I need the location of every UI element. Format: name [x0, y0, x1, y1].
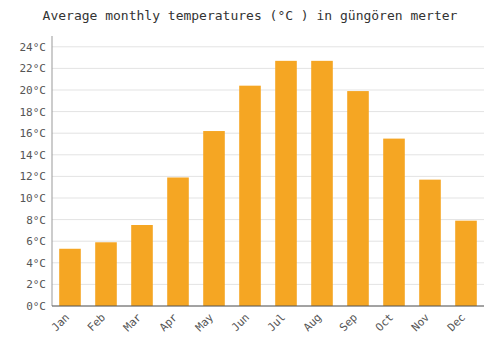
bar [347, 91, 369, 306]
grid-line [52, 111, 484, 112]
y-tick-label: 16°C [20, 127, 47, 140]
y-tick-label: 10°C [20, 192, 47, 205]
bar [383, 139, 405, 306]
x-tick-label: Jul [265, 311, 288, 334]
bar [239, 86, 261, 306]
grid-line [52, 46, 484, 47]
x-tick-label: May [193, 311, 217, 335]
chart: Average monthly temperatures (°C ) in gü… [0, 0, 500, 350]
grid-line [52, 306, 484, 307]
y-tick-label: 14°C [20, 149, 47, 162]
y-axis-line [52, 36, 53, 306]
grid-line [52, 176, 484, 177]
bars [59, 61, 477, 306]
bar [59, 249, 81, 306]
bar [311, 61, 333, 306]
x-tick-label: Jun [229, 311, 252, 334]
grid [52, 47, 484, 306]
bar [131, 225, 153, 306]
y-tick-label: 2°C [26, 278, 46, 291]
bar [419, 180, 441, 306]
bar [455, 221, 477, 306]
grid-line [52, 133, 484, 134]
y-tick-label: 24°C [20, 41, 47, 54]
y-tick-label: 12°C [20, 170, 47, 183]
title: Average monthly temperatures (°C ) in gü… [43, 8, 458, 23]
x-axis-line [52, 306, 484, 307]
y-tick-label: 22°C [20, 62, 47, 75]
x-tick-label: Feb [85, 311, 108, 334]
x-tick-label: Oct [373, 311, 396, 334]
x-tick-label: Mar [121, 311, 145, 335]
bar [275, 61, 297, 306]
grid-line [52, 68, 484, 69]
bar [95, 242, 117, 306]
x-tick-label: Nov [409, 311, 433, 335]
x-tick-label: Dec [445, 311, 468, 334]
y-tick-label: 8°C [26, 214, 46, 227]
x-tick-label: Sep [337, 311, 360, 334]
y-tick-label: 20°C [20, 84, 47, 97]
x-tick-label: Apr [157, 311, 181, 335]
x-tick-label: Aug [301, 311, 324, 334]
bar [203, 131, 225, 306]
grid-line [52, 154, 484, 155]
y-tick-label: 4°C [26, 257, 46, 270]
y-tick-label: 0°C [26, 300, 46, 313]
bar [167, 177, 189, 306]
x-tick-label: Jan [49, 311, 72, 334]
y-tick-label: 6°C [26, 235, 46, 248]
y-tick-label: 18°C [20, 106, 47, 119]
grid-line [52, 90, 484, 91]
